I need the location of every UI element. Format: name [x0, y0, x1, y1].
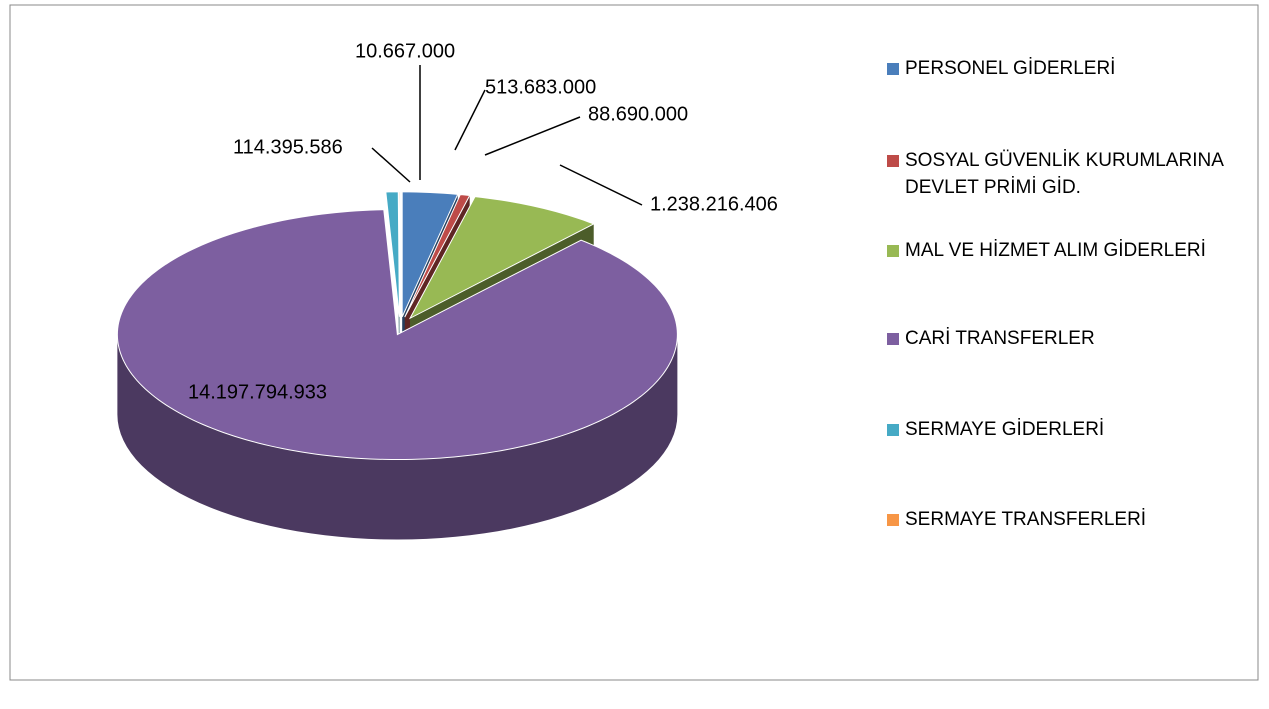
slice [408, 196, 595, 320]
slice [385, 191, 400, 317]
legend-swatch [887, 245, 899, 257]
leader-line [559, 164, 643, 206]
leader-line [484, 116, 581, 156]
chart-border [9, 4, 1259, 681]
legend-swatch [887, 514, 899, 526]
legend-label: SOSYAL GÜVENLİK KURUMLARINA DEVLET PRİMİ… [905, 150, 1223, 198]
data-label: 14.197.794.933 [188, 381, 327, 403]
slice [401, 191, 459, 318]
legend-label: CARİ TRANSFERLER [905, 328, 1095, 349]
legend-label: PERSONEL GİDERLERİ [905, 58, 1116, 79]
data-label: 88.690.000 [588, 103, 688, 125]
slice-side [117, 334, 678, 540]
leader-line [454, 89, 486, 151]
leader-line [371, 147, 411, 183]
legend-swatch [887, 333, 899, 345]
legend-swatch [887, 63, 899, 75]
data-label: 513.683.000 [485, 76, 596, 98]
legend-label: MAL VE HİZMET ALIM GİDERLERİ [905, 240, 1206, 261]
data-label: 1.238.216.406 [650, 193, 778, 215]
legend-label: SERMAYE TRANSFERLERİ [905, 509, 1147, 530]
slice [398, 191, 401, 317]
legend-swatch [887, 424, 899, 436]
slice [404, 194, 471, 318]
data-label: 114.395.586 [233, 136, 343, 158]
legend-label: SERMAYE GİDERLERİ [905, 419, 1105, 440]
slice [116, 209, 678, 461]
data-label: 10.667.000 [355, 40, 455, 62]
legend-swatch [887, 155, 899, 167]
